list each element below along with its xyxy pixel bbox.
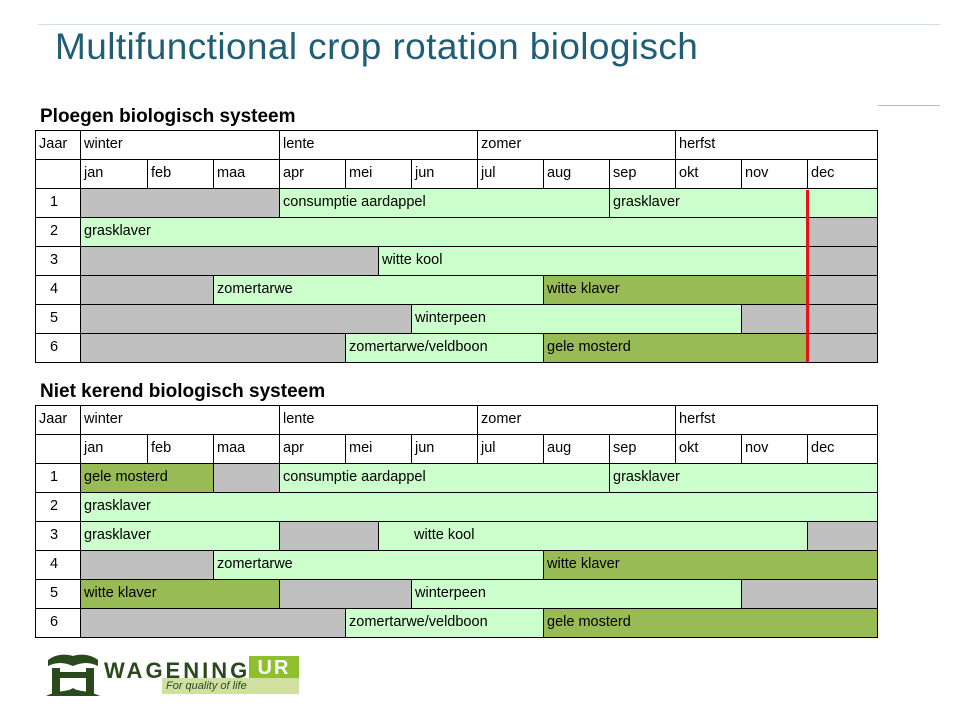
fallow-segment	[213, 463, 280, 493]
crop-segment: gele mosterd	[543, 608, 878, 638]
crop-segment: winterpeen	[411, 304, 742, 334]
season-header: zomer	[477, 405, 676, 435]
crop-segment: grasklaver	[609, 463, 878, 493]
month-header: okt	[675, 159, 742, 189]
fallow-segment	[807, 275, 878, 305]
crop-segment: zomertarwe/veldboon	[345, 608, 544, 638]
wageningen-logo: WAGENINGEN UR For quality of life	[44, 652, 304, 700]
year-header: Jaar	[35, 405, 81, 435]
crop-segment: zomertarwe	[213, 550, 544, 580]
fallow-segment	[807, 333, 878, 363]
fallow-segment	[80, 275, 214, 305]
year-cell: 2	[35, 217, 81, 247]
month-header: nov	[741, 159, 808, 189]
crop-segment: consumptie aardappel	[279, 463, 610, 493]
crop-segment: grasklaver	[609, 188, 878, 218]
crop-segment: zomertarwe	[213, 275, 544, 305]
crop-segment: zomertarwe/veldboon	[345, 333, 544, 363]
plough-marker-line	[806, 190, 809, 362]
logo-ur: UR	[249, 656, 299, 680]
fallow-segment	[80, 304, 412, 334]
fallow-segment	[279, 579, 412, 609]
crop-segment: witte klaver	[80, 579, 280, 609]
fallow-segment	[80, 188, 280, 218]
month-header: sep	[609, 434, 676, 464]
month-header: sep	[609, 159, 676, 189]
year-cell: 2	[35, 492, 81, 522]
month-header: mei	[345, 434, 412, 464]
year-cell: 3	[35, 521, 81, 551]
logo-tagline: For quality of life	[162, 678, 299, 694]
month-header: nov	[741, 434, 808, 464]
logo-mark-icon	[44, 652, 102, 698]
season-header: winter	[80, 130, 280, 160]
month-header: maa	[213, 434, 280, 464]
rotation-table-ploegen: Jaar winter lente zomer herfst jan feb maa apr me…	[35, 130, 878, 363]
right-rule	[878, 105, 940, 106]
month-header: apr	[279, 159, 346, 189]
year-header: Jaar	[35, 130, 81, 160]
fallow-segment	[741, 304, 878, 334]
fallow-segment	[807, 246, 878, 276]
month-header: aug	[543, 434, 610, 464]
month-header: jul	[477, 434, 544, 464]
month-header: feb	[147, 159, 214, 189]
fallow-segment	[741, 579, 878, 609]
month-header: dec	[807, 159, 878, 189]
month-header: jan	[80, 159, 148, 189]
crop-segment: grasklaver	[80, 492, 878, 522]
blank-header	[35, 434, 81, 464]
crop-segment: witte kool	[378, 246, 808, 276]
fallow-segment	[279, 521, 379, 551]
crop-segment: winterpeen	[411, 579, 742, 609]
month-header: okt	[675, 434, 742, 464]
month-header: jan	[80, 434, 148, 464]
crop-segment: gele mosterd	[80, 463, 214, 493]
fallow-segment	[80, 333, 346, 363]
crop-segment: witte klaver	[543, 550, 878, 580]
crop-segment: gele mosterd	[543, 333, 808, 363]
month-header: maa	[213, 159, 280, 189]
year-cell: 3	[35, 246, 81, 276]
crop-segment: grasklaver	[80, 521, 280, 551]
month-header: mei	[345, 159, 412, 189]
month-header: jun	[411, 434, 478, 464]
rotation-table-niet-kerend: Jaar winter lente zomer herfst jan feb maa apr me…	[35, 405, 878, 638]
section-title-niet-kerend: Niet kerend biologisch systeem	[40, 381, 326, 402]
year-cell: 6	[35, 608, 81, 638]
top-rule	[38, 24, 940, 25]
month-header: dec	[807, 434, 878, 464]
fallow-segment	[807, 217, 878, 247]
month-header: feb	[147, 434, 214, 464]
year-cell: 1	[35, 463, 81, 493]
year-cell: 6	[35, 333, 81, 363]
year-cell: 5	[35, 579, 81, 609]
year-cell: 4	[35, 550, 81, 580]
fallow-segment	[807, 521, 878, 551]
fallow-segment	[80, 550, 214, 580]
season-header: zomer	[477, 130, 676, 160]
season-header: herfst	[675, 130, 878, 160]
fallow-segment	[80, 608, 346, 638]
season-header: winter	[80, 405, 280, 435]
month-header: jun	[411, 159, 478, 189]
season-header: herfst	[675, 405, 878, 435]
fallow-segment	[80, 246, 379, 276]
month-header: aug	[543, 159, 610, 189]
year-cell: 1	[35, 188, 81, 218]
year-cell: 5	[35, 304, 81, 334]
crop-segment: consumptie aardappel	[279, 188, 610, 218]
blank-header	[35, 159, 81, 189]
season-header: lente	[279, 130, 478, 160]
year-cell: 4	[35, 275, 81, 305]
crop-segment: witte klaver	[543, 275, 808, 305]
slide-title: Multifunctional crop rotation biologisch	[55, 26, 699, 67]
month-header: apr	[279, 434, 346, 464]
section-title-ploegen: Ploegen biologisch systeem	[40, 106, 296, 127]
season-header: lente	[279, 405, 478, 435]
crop-segment: witte kool	[378, 521, 808, 551]
month-header: jul	[477, 159, 544, 189]
crop-segment: grasklaver	[80, 217, 808, 247]
